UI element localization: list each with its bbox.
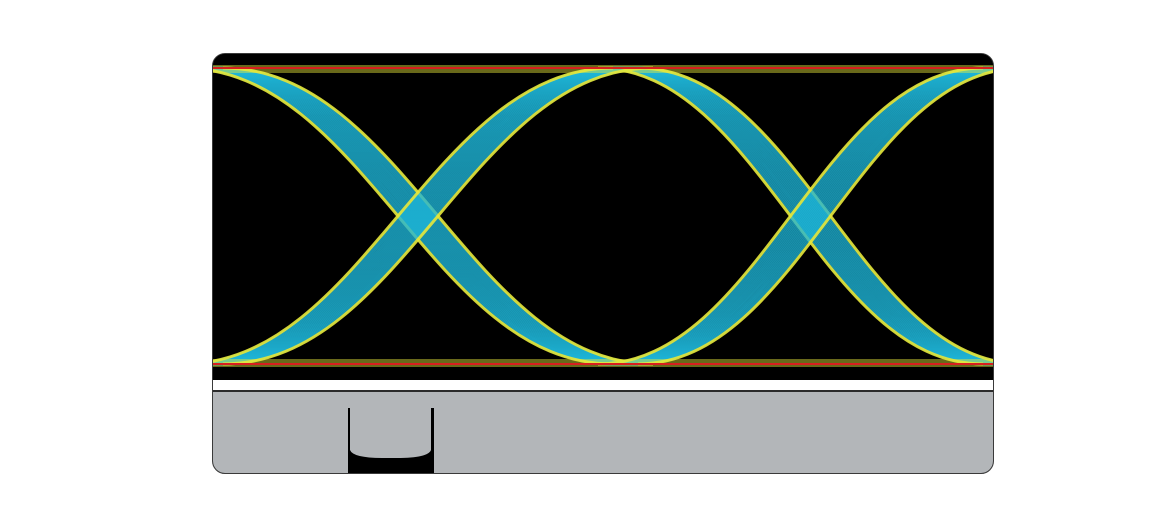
eye-diagram-panel: [213, 54, 993, 380]
panel-separator: [213, 380, 993, 390]
eye-trace-bands: [213, 65, 993, 367]
rising-transition-2: [597, 66, 993, 366]
jitter-histogram: [348, 408, 434, 473]
rising-transition-1: [213, 66, 654, 366]
eye-diagram-figure: [212, 53, 994, 474]
eye-diagram-plot: [213, 65, 993, 367]
jitter-histogram-panel: [213, 390, 993, 473]
histogram-bar: [348, 408, 434, 473]
